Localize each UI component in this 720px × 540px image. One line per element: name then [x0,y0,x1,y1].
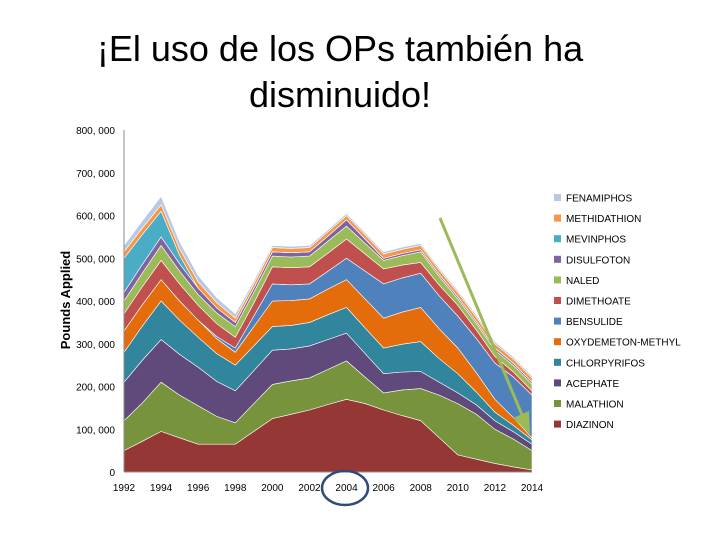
y-tick-label: 800, 000 [76,126,115,137]
y-tick-label: 200, 000 [76,383,115,394]
x-tick-labels: 1992 1994 1996 1998 2000 2002 2004 2006 2008 2010… [113,483,544,494]
legend-swatch [554,235,561,243]
highlight-circle [320,469,370,507]
y-tick-label: 300, 000 [76,340,115,351]
trend-arrow-head [513,411,530,434]
legend-label: MALATHION [566,400,624,411]
y-axis-title: Pounds Applied [58,251,73,350]
legend-label: DIAZINON [566,420,614,431]
x-tick-label: 2004 [335,483,358,494]
x-tick-label: 2010 [447,483,470,494]
legend-swatch [554,379,561,387]
legend-swatch [554,358,561,366]
y-tick-label: 700, 000 [76,169,115,180]
legend-swatch [554,338,561,346]
area-series-group [123,195,533,473]
slide-title: ¡El uso de los OPs también ha disminuido… [96,28,584,115]
legend-label: OXYDEMETON-METHYL [566,338,681,349]
legend-label: DIMETHOATE [566,297,631,308]
x-tick-label: 2014 [521,483,544,494]
x-tick-label: 2012 [484,483,507,494]
legend-label: BENSULIDE [566,317,623,328]
x-tick-label: 2008 [410,483,433,494]
y-tick-label: 600, 000 [76,212,115,223]
legend-label: DISULFOTON [566,255,630,266]
x-tick-label: 1996 [187,483,210,494]
legend-swatch [554,317,561,325]
legend-label: NALED [566,276,599,287]
y-tick-label: 0 [109,468,115,479]
legend-swatch [554,214,561,222]
x-tick-label: 2000 [261,483,284,494]
legend-label: FENAMIPHOS [566,194,632,205]
legend-swatch [554,400,561,407]
trend-arrow-line [438,217,524,416]
y-tick-label: 400, 000 [76,297,115,308]
y-tick-labels: 0 100, 000 200, 000 300, 000 400, 000 500, 00… [76,126,115,479]
legend-swatch [554,276,561,284]
y-tick-label: 100, 000 [76,425,115,436]
legend-swatch [554,194,561,201]
x-tick-label: 2002 [298,483,321,494]
chart-legend: FENAMIPHOS METHIDATHION MEVINPHOS DISULFOTO… [554,194,681,431]
legend-label: CHLORPYRIFOS [566,358,645,369]
x-tick-label: 1994 [150,483,173,494]
y-tick-label: 500, 000 [76,254,115,265]
legend-swatch [554,297,561,304]
x-tick-label: 1992 [113,483,136,494]
legend-swatch [554,420,561,428]
x-tick-label: 2006 [373,483,396,494]
legend-label: ACEPHATE [566,379,619,390]
legend-swatch [554,255,561,263]
legend-label: MEVINPHOS [566,235,626,246]
legend-label: METHIDATHION [566,214,641,225]
area-series-12 [123,195,533,379]
x-tick-label: 1998 [224,483,247,494]
